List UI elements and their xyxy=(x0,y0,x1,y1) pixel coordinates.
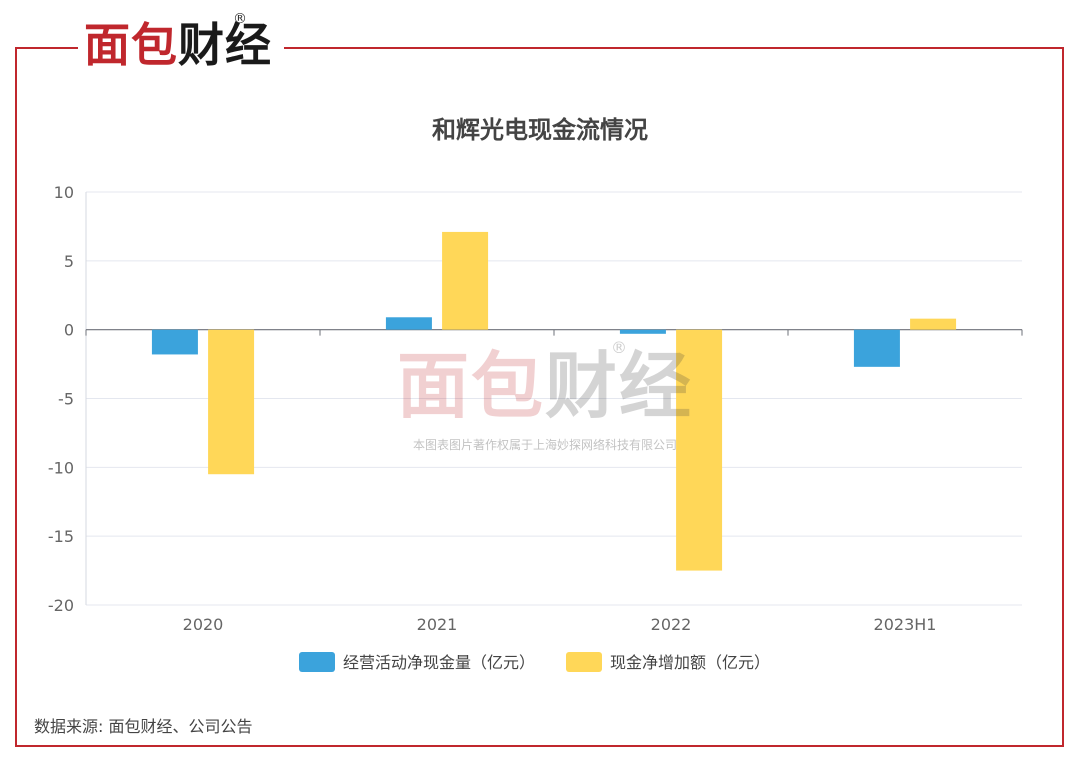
grid xyxy=(86,191,1022,606)
frame-border xyxy=(15,47,1064,747)
y-tick-label: -10 xyxy=(48,458,74,477)
x-tick-label: 2020 xyxy=(183,615,224,634)
tick-labels: 10 5 0 -5 -10 -15 -20 2020 2021 2022 2023H1 xyxy=(48,183,937,634)
y-tick-label: -20 xyxy=(48,596,74,615)
x-tick-label: 2023H1 xyxy=(874,615,937,634)
legend-swatch-1 xyxy=(299,652,335,672)
bar-series2-2022 xyxy=(676,329,723,571)
brand-logo: 面包 财经 ® xyxy=(78,11,278,76)
brand-logo-part1: 面包 xyxy=(84,18,178,72)
y-tick-label: 0 xyxy=(64,321,74,340)
brand-logo-part2: 财经 xyxy=(178,18,272,72)
bar-series1-2020 xyxy=(151,329,198,355)
bar-series1-2021 xyxy=(385,317,432,330)
x-tick-label: 2022 xyxy=(651,615,692,634)
bar-series2-2023H1 xyxy=(910,318,957,330)
bar-series2-2020 xyxy=(208,329,255,475)
bars xyxy=(151,231,957,571)
bar-series1-2022 xyxy=(619,329,666,334)
legend-label-2: 现金净增加额（亿元） xyxy=(610,653,770,672)
x-tick-label: 2021 xyxy=(417,615,458,634)
data-source: 数据来源: 面包财经、公司公告 xyxy=(34,717,253,736)
registered-mark: ® xyxy=(233,11,248,27)
legend-swatch-2 xyxy=(566,652,602,672)
bar-series2-2021 xyxy=(442,231,489,330)
y-tick-label: -5 xyxy=(58,390,74,409)
y-tick-label: 10 xyxy=(54,183,74,202)
legend: 经营活动净现金量（亿元） 现金净增加额（亿元） xyxy=(299,652,770,672)
y-tick-label: -15 xyxy=(48,527,74,546)
bar-series1-2023H1 xyxy=(853,329,900,367)
legend-label-1: 经营活动净现金量（亿元） xyxy=(343,653,535,672)
chart-title: 和辉光电现金流情况 xyxy=(432,116,648,144)
y-tick-label: 5 xyxy=(64,252,74,271)
